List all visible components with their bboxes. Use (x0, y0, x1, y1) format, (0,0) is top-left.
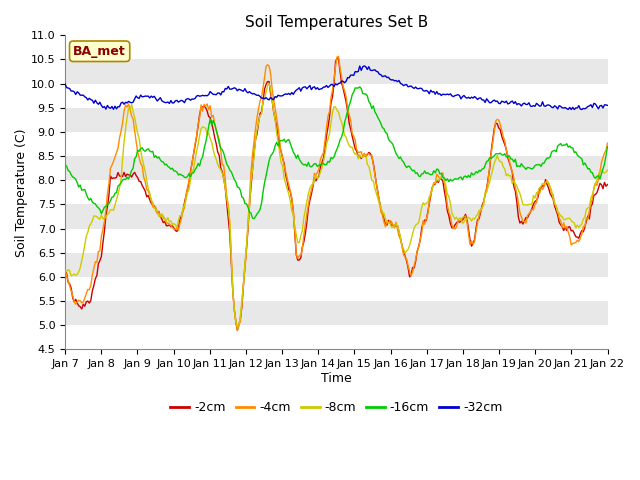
Title: Soil Temperatures Set B: Soil Temperatures Set B (244, 15, 428, 30)
X-axis label: Time: Time (321, 372, 352, 385)
Y-axis label: Soil Temperature (C): Soil Temperature (C) (15, 128, 28, 257)
Text: BA_met: BA_met (73, 45, 126, 58)
Bar (65, 60, 607, 84)
Bar (65, 301, 607, 325)
Bar (65, 204, 607, 228)
Bar (65, 156, 607, 180)
Bar (65, 36, 607, 60)
Bar (65, 132, 607, 156)
Bar (65, 180, 607, 204)
Bar (65, 108, 607, 132)
Bar (65, 325, 607, 349)
Bar (65, 228, 607, 252)
Bar (65, 84, 607, 108)
Bar (65, 252, 607, 277)
Bar (65, 277, 607, 301)
Legend: -2cm, -4cm, -8cm, -16cm, -32cm: -2cm, -4cm, -8cm, -16cm, -32cm (165, 396, 508, 420)
